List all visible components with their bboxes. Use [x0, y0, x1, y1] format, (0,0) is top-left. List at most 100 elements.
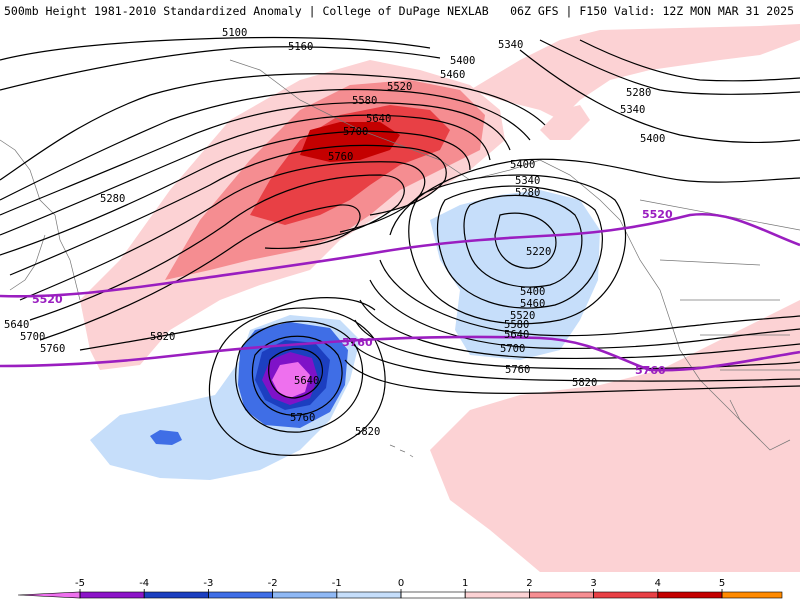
contour-label: 5340	[498, 39, 523, 51]
contour-5340-w	[0, 88, 531, 201]
contour-label: 5340	[515, 175, 540, 187]
anomaly-fill-pos1-gulf	[470, 24, 800, 120]
positive-anomaly-fills	[80, 24, 800, 572]
contour-label: 5400	[520, 286, 545, 298]
contour-label: 5640	[366, 113, 391, 125]
legend-color-swatch	[400, 591, 466, 599]
weather-map: 5100 5160 5340 5400 5460 5520 5580 5640 …	[0, 24, 800, 572]
legend-tick-label: -4	[139, 578, 149, 589]
contour-5700-ridge	[29, 174, 405, 321]
highlight-contours	[0, 212, 800, 372]
contour-label: 5700	[20, 331, 45, 343]
contour-label: 5580	[352, 95, 377, 107]
legend-color-swatch	[657, 591, 723, 599]
negative-anomaly-fills	[90, 190, 600, 480]
contour-label: 5700	[343, 126, 368, 138]
header: 500mb Height 1981-2010 Standardized Anom…	[0, 0, 800, 22]
contour-5760-cut	[235, 320, 364, 433]
contour-label: 5520	[387, 81, 412, 93]
anomaly-fill-neg1-island	[150, 430, 182, 445]
model-run-info: 06Z GFS | F150 Valid: 12Z MON MAR 31 202…	[510, 4, 794, 18]
legend-tick-label: -3	[203, 578, 213, 589]
legend-color-swatch	[529, 591, 594, 599]
highlight-contour-5520	[0, 212, 800, 298]
contour-5580-ridge	[9, 144, 447, 276]
contour-5400-low	[408, 174, 627, 325]
contour-5460-w	[0, 114, 491, 236]
contour-5520-e	[379, 259, 800, 337]
legend-color-swatch	[143, 591, 209, 599]
contour-label: 5160	[288, 41, 313, 53]
contour-5220-low	[494, 212, 557, 269]
legend-tick-label: 4	[655, 578, 661, 589]
legend-tick-label: 0	[398, 578, 404, 589]
contour-5280-ne	[579, 39, 800, 82]
legend-tick-label: 5	[719, 578, 725, 589]
legend-color-swatch	[336, 591, 402, 599]
anomaly-fill-pos1-arctic	[540, 105, 590, 140]
contour-label: 5820	[150, 331, 175, 343]
hawaii-islands	[389, 444, 414, 458]
contour-label: 5760	[40, 343, 65, 355]
legend-tick-label: 2	[526, 578, 532, 589]
legend-color-swatch	[721, 591, 783, 599]
legend-color-swatch	[17, 591, 81, 599]
contour-label: 5520	[510, 310, 535, 322]
contour-5640-e	[359, 299, 800, 360]
contour-5340-ne	[539, 39, 800, 95]
legend-color-swatch	[79, 591, 145, 599]
contour-label: 5760	[290, 412, 315, 424]
contour-label: 5640	[294, 375, 319, 387]
highlight-labels: 5520 5520 5760 5760	[32, 208, 673, 377]
baja-coastline	[729, 399, 791, 451]
contour-5820-cut	[208, 307, 386, 456]
contour-5640-ridge	[19, 161, 426, 301]
contour-5280-low	[463, 194, 583, 288]
contour-5460-e	[389, 158, 800, 236]
contour-label: 5280	[626, 87, 651, 99]
highlight-label: 5520	[642, 208, 673, 221]
contour-5700-cut	[251, 335, 343, 416]
na-west-coastline	[619, 219, 761, 441]
legend-color-swatch	[208, 591, 273, 599]
contour-label: 5820	[355, 426, 380, 438]
contour-label: 5580	[504, 319, 529, 331]
legend-tick-label: -1	[332, 578, 342, 589]
anomaly-fill-neg5	[272, 362, 310, 398]
contour-5400-w	[0, 101, 511, 216]
contour-5640-cut	[268, 348, 323, 399]
anomaly-fill-neg1-east	[430, 190, 600, 360]
contour-label: 5280	[100, 193, 125, 205]
highlight-label: 5760	[342, 336, 373, 349]
contour-label: 5760	[328, 151, 353, 163]
contour-5820-w	[79, 297, 376, 351]
contour-5520-w	[0, 130, 471, 256]
legend-color-swatch	[272, 591, 338, 599]
contour-label: 5820	[572, 377, 597, 389]
legend-tick-label: -5	[75, 578, 85, 589]
contour-label: 5460	[440, 69, 465, 81]
contour-label: 5400	[640, 133, 665, 145]
asia-coastline	[0, 139, 81, 301]
contour-label: 5640	[504, 329, 529, 341]
contour-label: 5340	[620, 104, 645, 116]
anomaly-fill-pos4	[300, 122, 400, 162]
legend-tick-label: 1	[462, 578, 468, 589]
contour-5160	[0, 46, 441, 91]
contour-label: 5400	[450, 55, 475, 67]
contour-label: 5700	[500, 343, 525, 355]
contour-5280-w	[0, 73, 546, 181]
contour-5340-low	[436, 185, 603, 309]
contour-label: 5640	[4, 319, 29, 331]
contour-5760-ridge	[39, 204, 361, 341]
contour-label: 5280	[515, 187, 540, 199]
highlight-label: 5520	[32, 293, 63, 306]
contour-label: 5460	[520, 298, 545, 310]
legend-tick-label: 3	[590, 578, 596, 589]
contour-label: 5220	[526, 246, 551, 258]
contour-5100	[0, 36, 431, 61]
highlight-contour-5760	[0, 335, 800, 372]
contour-label: 5100	[222, 27, 247, 39]
legend-color-swatch	[593, 591, 659, 599]
highlight-label: 5760	[635, 364, 666, 377]
